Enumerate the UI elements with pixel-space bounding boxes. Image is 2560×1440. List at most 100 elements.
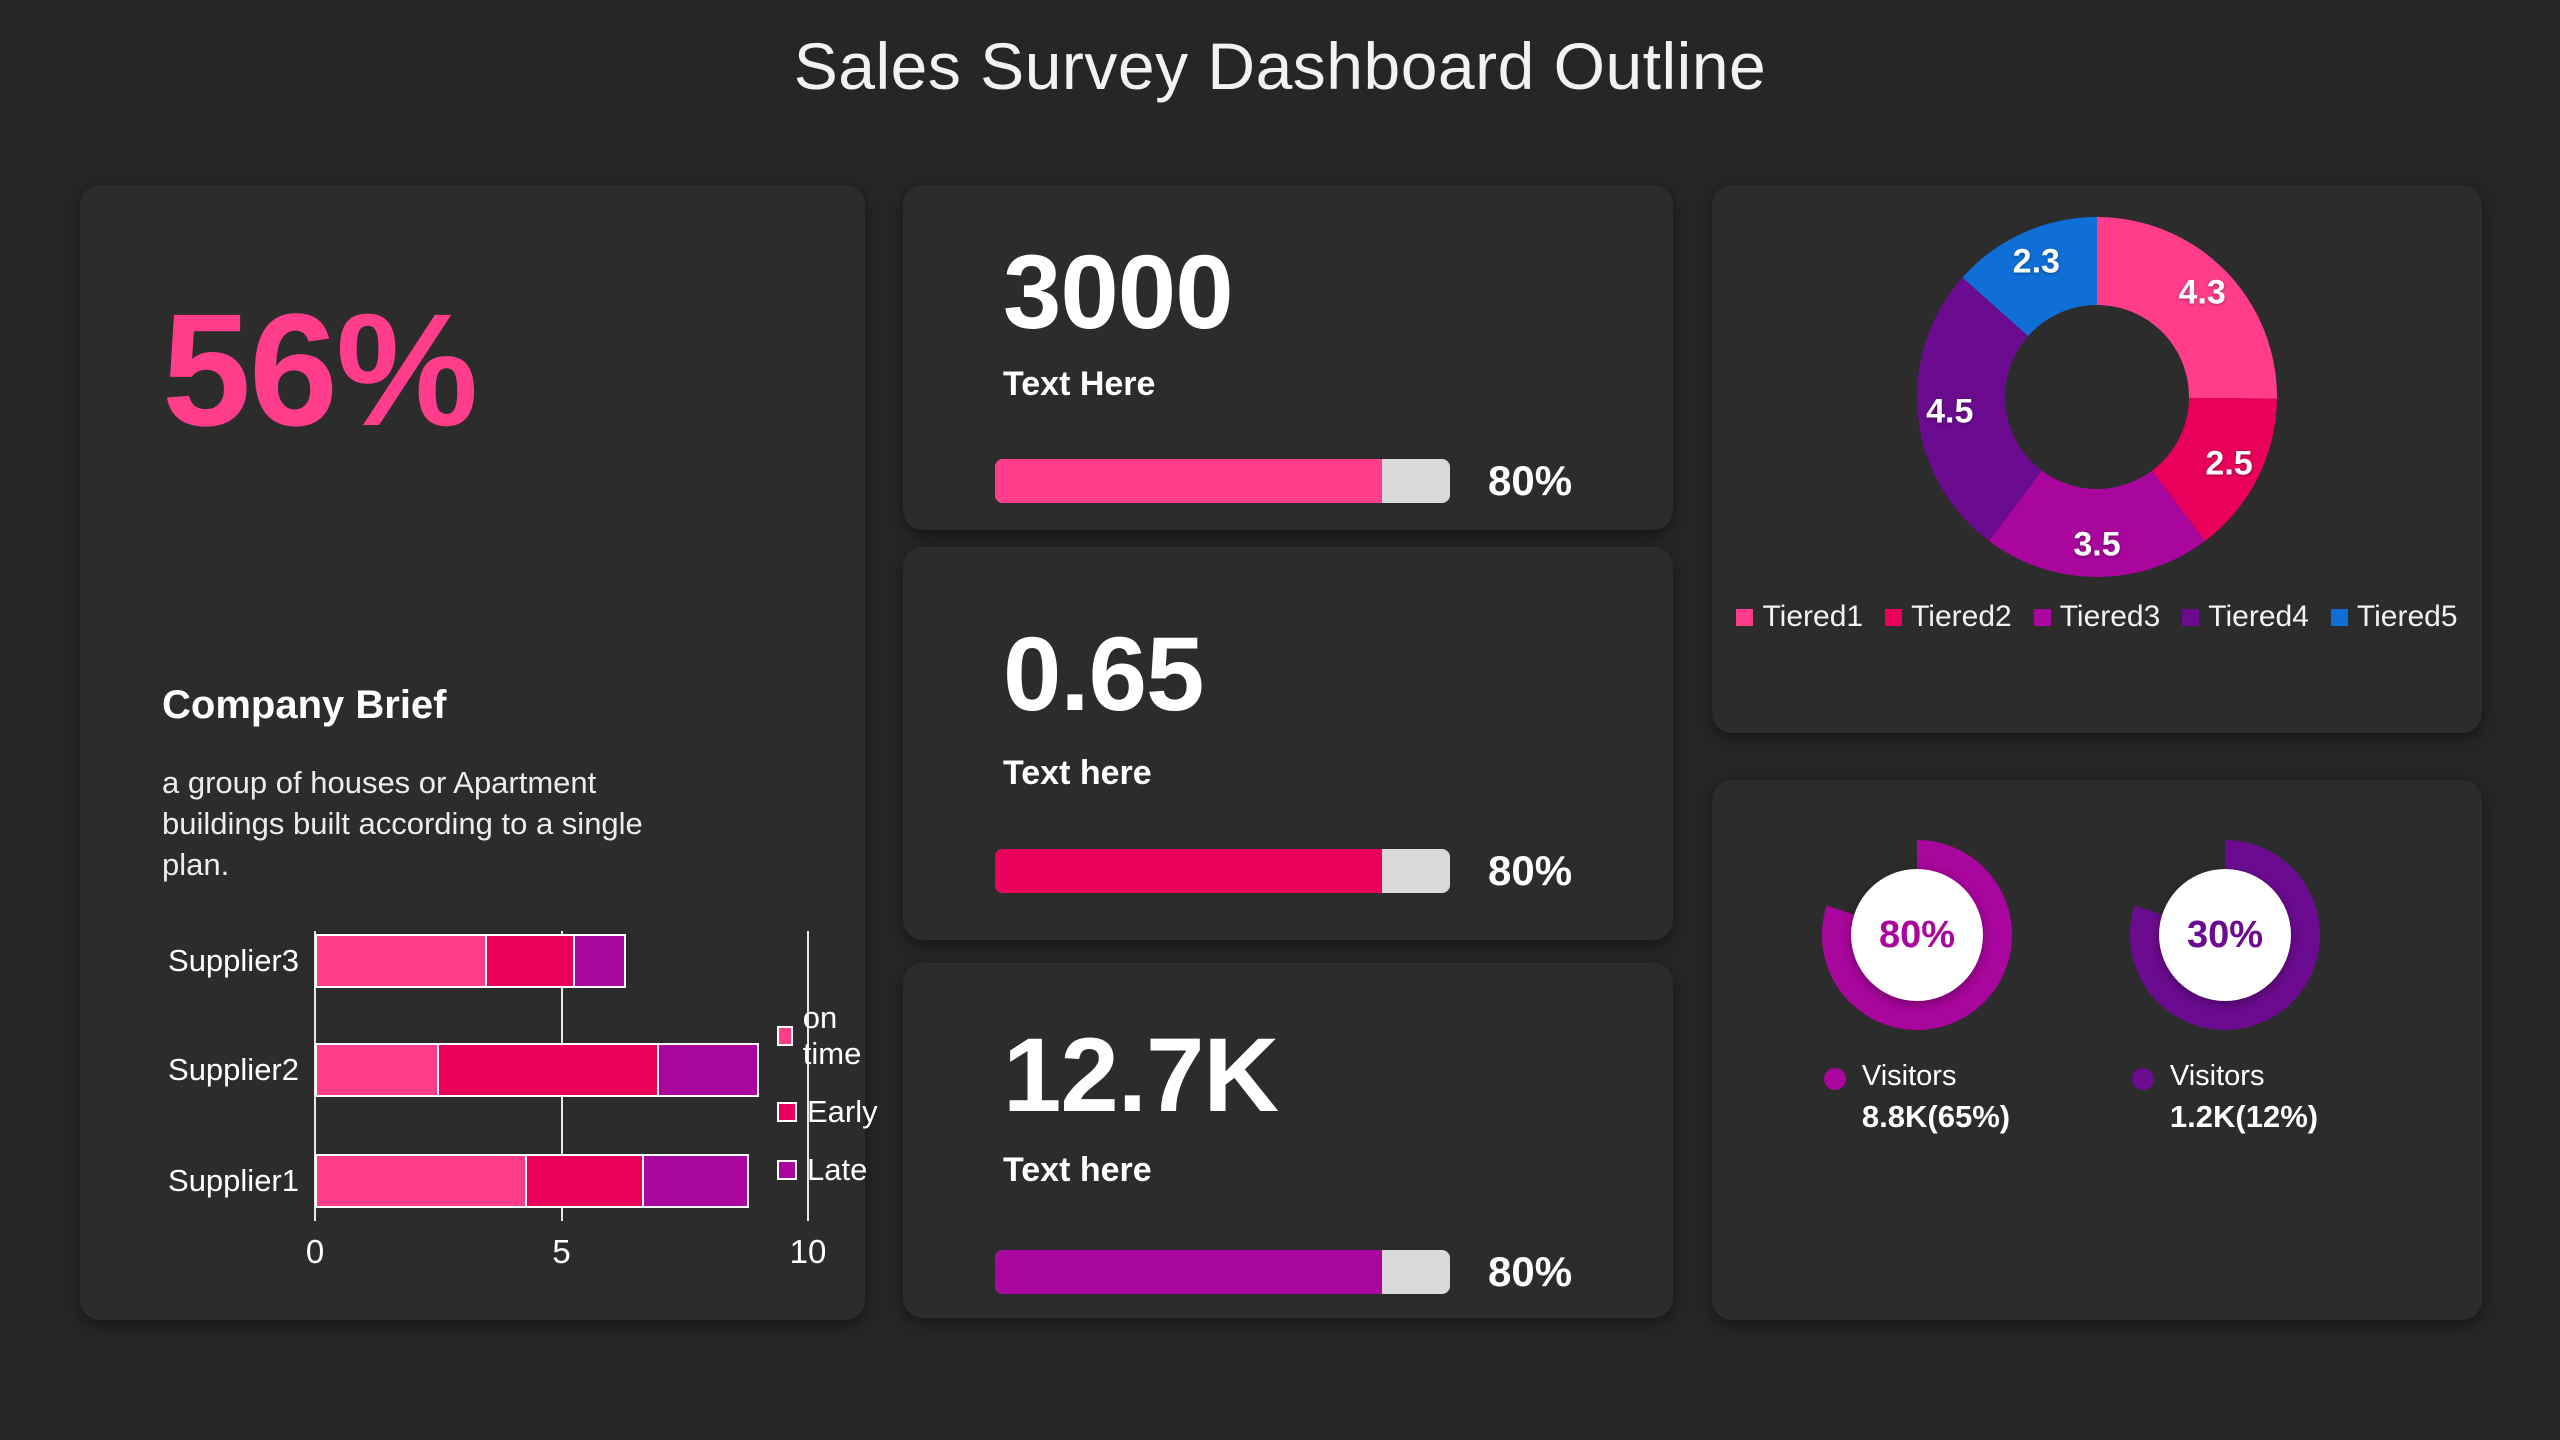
gauge-caption: Visitors 8.8K(65%) <box>1823 1060 2011 1135</box>
donut-svg <box>1917 217 2277 577</box>
legend-label: Early <box>807 1094 878 1129</box>
gauge-center: 80% <box>1851 869 1983 1001</box>
kpi-progress-track[interactable] <box>995 849 1450 893</box>
stacked-bar[interactable] <box>315 1043 759 1097</box>
legend-swatch-icon <box>1736 608 1754 626</box>
kpi-progress-row: 80% <box>995 1248 1615 1296</box>
legend-item[interactable]: Early <box>777 1094 878 1130</box>
gauge-series-stat: 8.8K(65%) <box>1861 1099 2011 1134</box>
stacked-bar-segment[interactable] <box>317 1045 440 1095</box>
bar-category-label: Supplier1 <box>168 1163 299 1198</box>
legend-label: on time <box>802 1000 862 1071</box>
x-axis-tick-label: 10 <box>789 1233 827 1270</box>
legend-swatch-icon <box>2033 608 2051 626</box>
stacked-bar-segment[interactable] <box>439 1045 659 1095</box>
gauge-caption: Visitors 1.2K(12%) <box>2131 1060 2319 1135</box>
legend-swatch-icon <box>2182 608 2200 626</box>
donut-slice[interactable] <box>2152 397 2277 542</box>
gauge-series-stat: 1.2K(12%) <box>2169 1099 2319 1134</box>
kpi-card: 0.65 Text here 80% <box>903 547 1673 940</box>
company-brief-text: a group of houses or Apartment buildings… <box>162 765 643 882</box>
stacked-bar-segment[interactable] <box>527 1156 645 1206</box>
gauge-series-name: Visitors <box>2169 1060 2265 1092</box>
gauge-ring: 80% <box>1822 840 2012 1030</box>
donut-legend: Tiered1 Tiered2 Tiered3 Tiered4 Tiered5 <box>1712 600 2482 634</box>
kpi-progress-percent: 80% <box>1488 457 1573 504</box>
legend-item[interactable]: Tiered4 <box>2182 600 2309 634</box>
kpi-progress-track[interactable] <box>995 1250 1450 1294</box>
visitors-gauges-card: 80% Visitors 8.8K(65%) 30% Visitors <box>1712 780 2482 1320</box>
kpi-card: 12.7K Text here 80% <box>903 963 1673 1318</box>
kpi-progress-fill <box>995 1250 1382 1294</box>
tiered-donut-card: 4.3 2.5 3.5 4.5 2.3 Tiered1 Tiered2 Tiered3 Tie… <box>1712 185 2482 733</box>
stacked-bar-segment[interactable] <box>644 1156 747 1206</box>
stacked-bar-segment[interactable] <box>658 1045 757 1095</box>
legend-dot-icon <box>2131 1068 2154 1090</box>
donut-slice-value: 4.5 <box>1926 392 1974 431</box>
bar-category-label: Supplier2 <box>168 1052 299 1087</box>
x-axis-tick-label: 0 <box>305 1233 325 1270</box>
legend-swatch-icon <box>2330 608 2348 626</box>
stacked-bar-segment[interactable] <box>574 936 624 986</box>
legend-item[interactable]: on time <box>777 1000 878 1072</box>
donut-slice-value: 2.3 <box>2012 242 2060 281</box>
bar-category-label: Supplier3 <box>168 943 299 978</box>
headline-percent: 56% <box>162 280 478 459</box>
legend-item[interactable]: Tiered2 <box>1885 600 2012 634</box>
company-brief-card: 56% Company Brief a group of houses or A… <box>80 185 878 1320</box>
kpi-label: Text here <box>1003 1151 1152 1189</box>
company-brief-heading: Company Brief <box>162 683 447 727</box>
donut-slice-value: 2.5 <box>2205 444 2253 483</box>
kpi-progress-fill <box>995 849 1382 893</box>
kpi-progress-row: 80% <box>995 847 1615 895</box>
gauge-ring: 30% <box>2130 840 2320 1030</box>
supplier-stacked-bar-chart: 0 5 10 Supplier1 Supplier2 Supplier3 <box>80 915 865 1270</box>
gauge-group: 30% Visitors 1.2K(12%) <box>2075 840 2375 1135</box>
gauge-series-name: Visitors <box>1861 1060 1957 1092</box>
kpi-label: Text Here <box>1003 365 1156 403</box>
legend-item[interactable]: Late <box>777 1152 878 1188</box>
legend-swatch-icon <box>777 1102 797 1122</box>
legend-item[interactable]: Tiered3 <box>2033 600 2161 634</box>
legend-label: Tiered3 <box>2059 600 2161 633</box>
x-axis-tick-label: 5 <box>552 1233 571 1270</box>
donut-slice[interactable] <box>1989 470 2205 577</box>
legend-item[interactable]: Tiered1 <box>1736 600 1863 634</box>
legend-label: Tiered2 <box>1911 600 2012 633</box>
kpi-progress-track[interactable] <box>995 459 1450 503</box>
kpi-value: 3000 <box>1003 234 1234 351</box>
donut-slice-value: 4.3 <box>2178 273 2226 312</box>
kpi-progress-percent: 80% <box>1488 847 1573 894</box>
stacked-bar[interactable] <box>315 1154 749 1208</box>
legend-item[interactable]: Tiered5 <box>2330 600 2458 634</box>
stacked-bar-segment[interactable] <box>487 936 575 986</box>
donut-slice[interactable] <box>1962 217 2097 336</box>
donut-slice[interactable] <box>2097 217 2277 399</box>
kpi-label: Text here <box>1003 754 1152 792</box>
legend-dot-icon <box>1823 1068 1846 1090</box>
legend-label: Tiered5 <box>2356 600 2458 633</box>
donut-chart: 4.3 2.5 3.5 4.5 2.3 <box>1917 217 2277 577</box>
legend-swatch-icon <box>777 1160 797 1180</box>
donut-slice-value: 3.5 <box>2073 525 2121 564</box>
gauge-center: 30% <box>2159 869 2291 1001</box>
gauge-percent: 80% <box>1878 913 1956 956</box>
legend-label: Tiered4 <box>2208 600 2309 633</box>
chart-gridline <box>807 931 809 1221</box>
legend-label: Late <box>807 1152 868 1187</box>
page-title: Sales Survey Dashboard Outline <box>793 29 1767 103</box>
stacked-bar-segment[interactable] <box>317 1156 528 1206</box>
kpi-card: 3000 Text Here 80% <box>903 185 1673 530</box>
legend-swatch-icon <box>777 1026 793 1046</box>
gauge-percent: 30% <box>2186 913 2264 956</box>
kpi-progress-row: 80% <box>995 457 1615 505</box>
stacked-bar[interactable] <box>315 934 626 988</box>
legend-label: Tiered1 <box>1762 600 1864 633</box>
donut-slice[interactable] <box>1917 277 2042 542</box>
kpi-progress-fill <box>995 459 1382 503</box>
stacked-bar-segment[interactable] <box>317 936 488 986</box>
kpi-value: 12.7K <box>1003 1017 1279 1134</box>
bar-chart-legend: on time Early Late <box>777 1000 878 1188</box>
kpi-progress-percent: 80% <box>1488 1248 1573 1295</box>
